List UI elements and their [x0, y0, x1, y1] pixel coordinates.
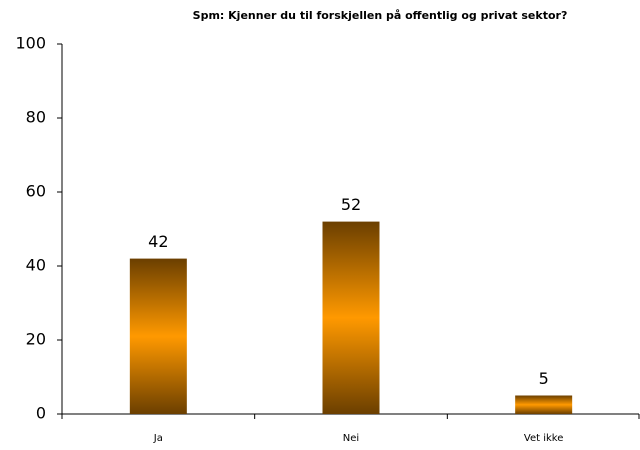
data-label: 42 — [148, 232, 168, 251]
y-tick-label: 60 — [26, 182, 46, 201]
x-tick-label: Nei — [343, 433, 359, 444]
chart-title: Spm: Kjenner du til forskjellen på offen… — [193, 9, 568, 22]
y-tick-label: 80 — [26, 108, 46, 127]
data-label: 52 — [341, 195, 361, 214]
bar — [322, 221, 380, 414]
y-tick-label: 0 — [36, 404, 46, 423]
x-tick-label: Ja — [153, 433, 163, 444]
bar — [515, 395, 573, 414]
data-label: 5 — [539, 369, 549, 388]
x-tick-label: Vet ikke — [524, 433, 563, 444]
y-tick-label: 20 — [26, 330, 46, 349]
y-tick-label: 40 — [26, 256, 46, 275]
bar — [129, 258, 187, 414]
y-tick-label: 100 — [15, 34, 46, 53]
